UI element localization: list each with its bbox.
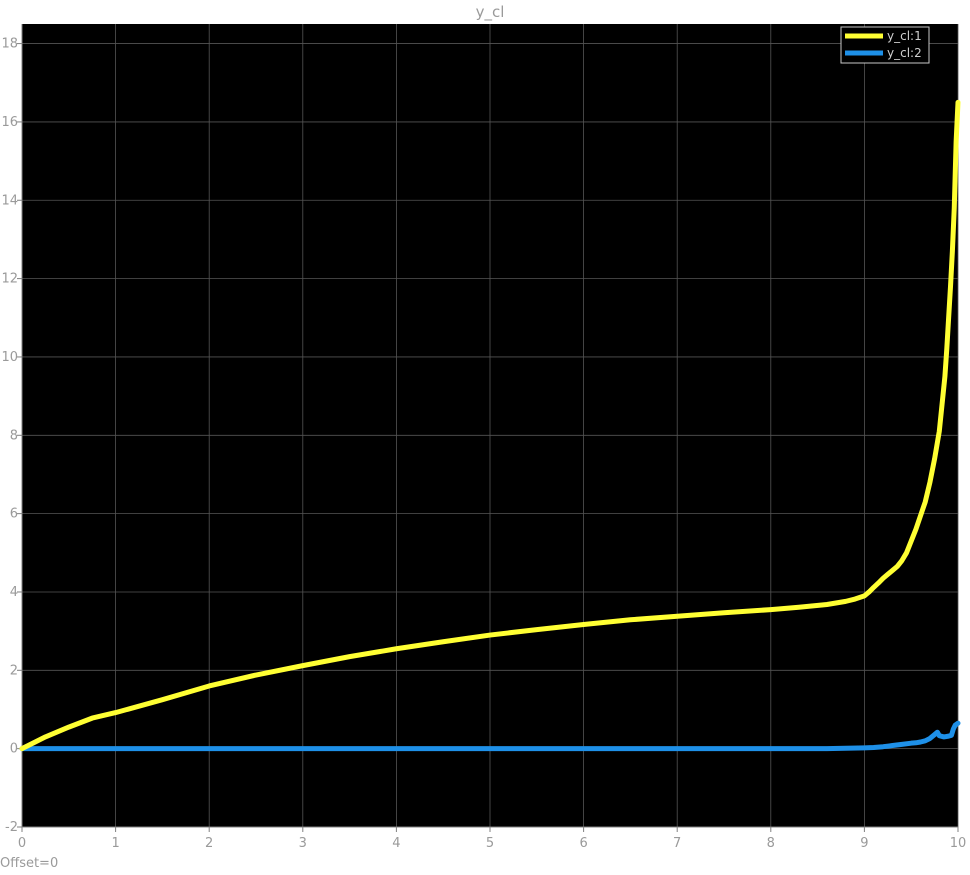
y-tick-label: 8 <box>10 428 18 443</box>
y-tick-label: 18 <box>1 37 18 52</box>
x-tick-label: 5 <box>486 836 494 851</box>
y-tick-label: 14 <box>1 193 18 208</box>
x-tick-label: 7 <box>673 836 681 851</box>
x-tick-label: 10 <box>950 836 967 851</box>
y-tick-label: 6 <box>10 507 18 522</box>
y-tick-label: 12 <box>1 272 18 287</box>
legend-label: y_cl:1 <box>887 29 922 43</box>
offset-label: Offset=0 <box>0 856 59 871</box>
y-tick-label: 10 <box>1 350 18 365</box>
y-tick-label: 16 <box>1 115 18 130</box>
legend-box <box>840 26 930 64</box>
x-tick-label: 1 <box>111 836 119 851</box>
y-tick-label: 2 <box>10 663 18 678</box>
x-tick-label: 2 <box>205 836 213 851</box>
x-tick-label: 3 <box>299 836 307 851</box>
x-tick-label: 9 <box>860 836 868 851</box>
y-tick-label: 4 <box>10 585 18 600</box>
series-line-1 <box>19 99 961 752</box>
x-tick-label: 8 <box>767 836 775 851</box>
legend: y_cl:1 y_cl:2 <box>840 26 930 64</box>
legend-label: y_cl:2 <box>887 46 922 60</box>
x-tick-label: 0 <box>18 836 26 851</box>
chart-title: y_cl <box>476 3 505 22</box>
x-tick-label: 4 <box>392 836 400 851</box>
y-tick-label: 0 <box>10 742 18 757</box>
series-lines <box>19 99 961 752</box>
series-line-2 <box>19 720 961 752</box>
x-tick-label: 6 <box>579 836 587 851</box>
y-tick-label: -2 <box>5 820 18 835</box>
